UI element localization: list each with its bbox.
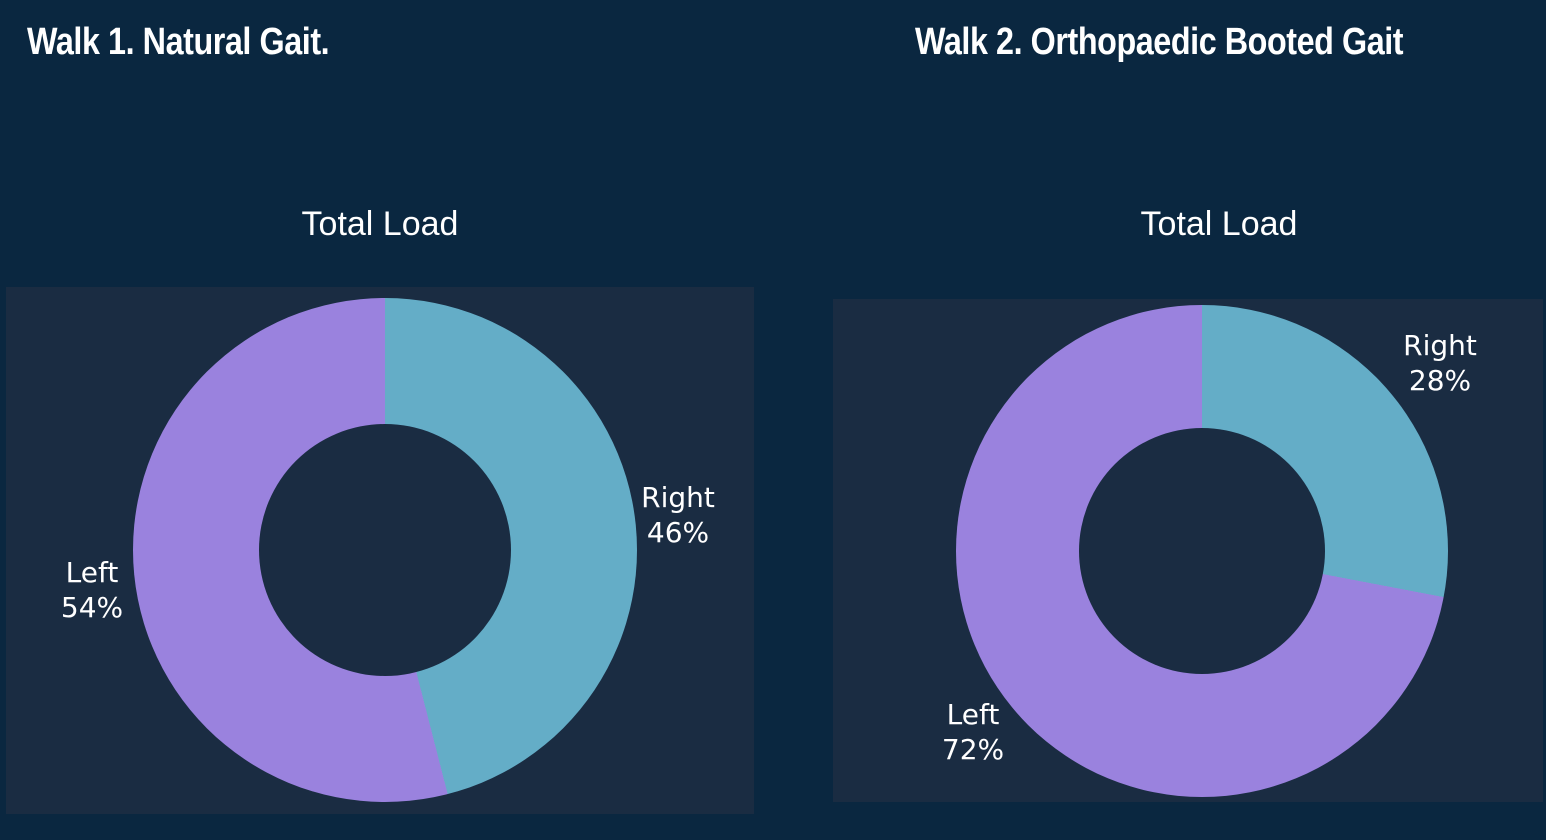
walk1-donut-chart[interactable] (133, 298, 637, 802)
walk2-heading: Walk 2. Orthopaedic Booted Gait (915, 21, 1404, 63)
slice-value-text: 28% (1408, 364, 1472, 397)
walk2-right-slice-label: Right 28% (1403, 328, 1477, 398)
walk2-plot-area: Right 28% Left 72% (833, 299, 1543, 802)
slice-value-text: 54% (60, 591, 124, 624)
slice-label-text: Right (641, 481, 715, 514)
walk2-left-slice-label: Left 72% (942, 697, 1004, 767)
slice-value-text: 46% (646, 516, 710, 549)
walk1-left-slice-label: Left 54% (61, 555, 123, 625)
slice-label-text: Left (65, 556, 119, 589)
walk2-chart-title: Total Load (1140, 205, 1298, 243)
slice-label-text: Right (1403, 329, 1477, 362)
walk1-right-slice-label: Right 46% (641, 480, 715, 550)
slice-label-text: Left (946, 698, 1000, 731)
walk1-plot-area: Right 46% Left 54% (6, 287, 754, 814)
walk2-donut-chart[interactable] (956, 305, 1448, 797)
slice-value-text: 72% (941, 733, 1005, 766)
walk1-chart-title: Total Load (301, 205, 459, 243)
walk1-heading: Walk 1. Natural Gait. (27, 21, 330, 63)
